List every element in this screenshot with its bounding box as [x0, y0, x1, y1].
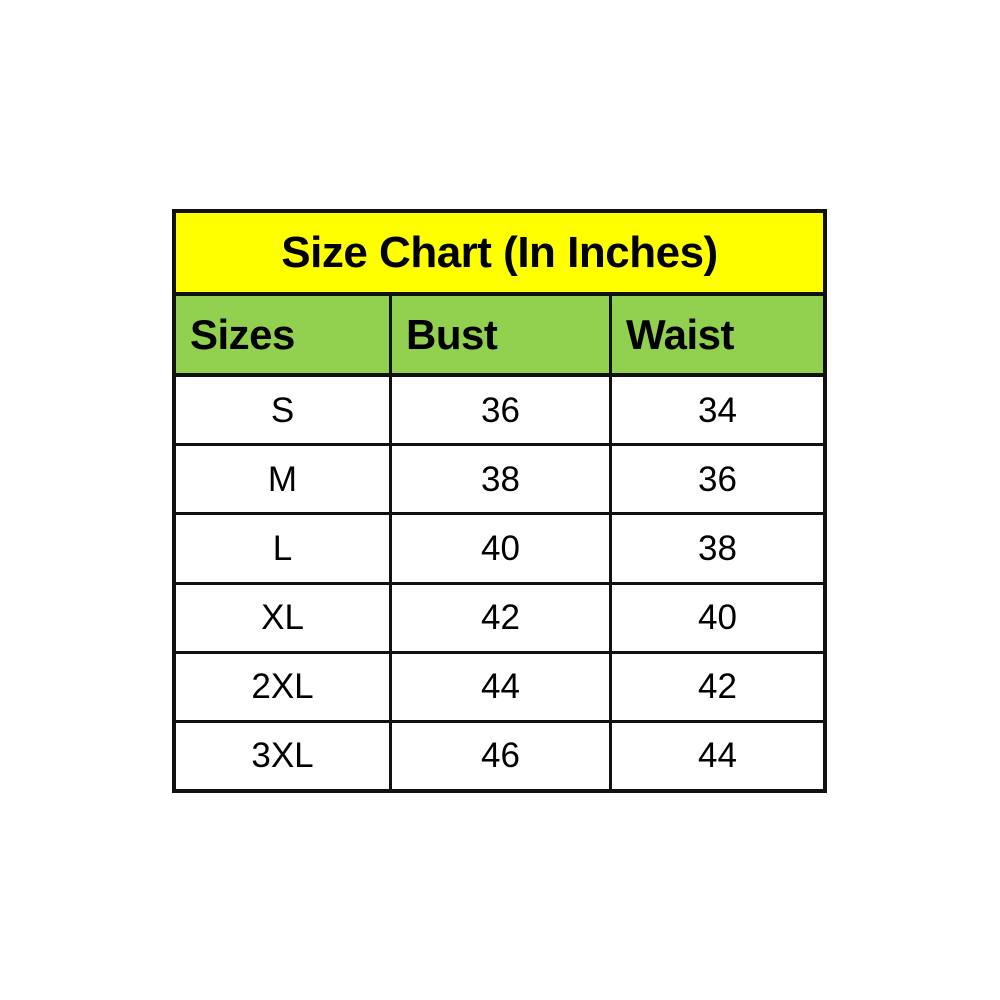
column-header-sizes: Sizes — [176, 296, 392, 373]
cell-waist: 36 — [612, 446, 823, 513]
cell-waist: 44 — [612, 722, 823, 790]
cell-size: M — [176, 446, 392, 513]
size-chart-table: Size Chart (In Inches) Sizes Bust Waist … — [172, 209, 827, 793]
cell-waist: 42 — [612, 653, 823, 720]
cell-bust: 40 — [392, 515, 612, 582]
table-title-band: Size Chart (In Inches) — [176, 213, 823, 296]
column-header-sizes-label: Sizes — [190, 310, 295, 358]
cell-size-value: 3XL — [251, 736, 314, 776]
cell-bust: 36 — [392, 377, 612, 444]
cell-waist: 34 — [612, 377, 823, 444]
table-body: S 36 34 M 38 36 — [176, 377, 823, 790]
cell-bust-value: 38 — [481, 459, 520, 499]
cell-bust: 44 — [392, 653, 612, 720]
cell-size-value: 2XL — [251, 667, 314, 707]
cell-waist-value: 42 — [698, 667, 737, 707]
table-header-row: Sizes Bust Waist — [176, 296, 823, 377]
cell-waist-value: 44 — [698, 736, 737, 776]
table-row: M 38 36 — [176, 446, 823, 516]
cell-size: 3XL — [176, 722, 392, 790]
cell-size-value: M — [267, 459, 298, 499]
cell-waist-value: 38 — [698, 528, 737, 568]
cell-waist-value: 36 — [698, 459, 737, 499]
cell-size-value: L — [272, 528, 293, 568]
cell-size: 2XL — [176, 653, 392, 720]
cell-bust-value: 44 — [481, 667, 520, 707]
cell-size-value: XL — [261, 598, 304, 638]
column-header-waist-label: Waist — [626, 310, 734, 358]
cell-waist-value: 34 — [698, 390, 737, 430]
cell-bust-value: 46 — [481, 736, 520, 776]
cell-waist-value: 40 — [698, 598, 737, 638]
cell-bust-value: 36 — [481, 390, 520, 430]
cell-bust: 38 — [392, 446, 612, 513]
column-header-waist: Waist — [612, 296, 823, 373]
table-row: S 36 34 — [176, 377, 823, 447]
cell-bust-value: 40 — [481, 528, 520, 568]
cell-waist: 40 — [612, 584, 823, 651]
table-row: L 40 38 — [176, 515, 823, 585]
cell-bust: 46 — [392, 722, 612, 790]
cell-bust: 42 — [392, 584, 612, 651]
column-header-bust: Bust — [392, 296, 612, 373]
table-row: XL 42 40 — [176, 584, 823, 654]
cell-bust-value: 42 — [481, 598, 520, 638]
table-row: 3XL 46 44 — [176, 722, 823, 790]
column-header-bust-label: Bust — [406, 310, 498, 358]
cell-size: L — [176, 515, 392, 582]
cell-waist: 38 — [612, 515, 823, 582]
cell-size: XL — [176, 584, 392, 651]
cell-size: S — [176, 377, 392, 444]
table-row: 2XL 44 42 — [176, 653, 823, 723]
cell-size-value: S — [270, 390, 295, 430]
page-title: Size Chart (In Inches) — [281, 227, 718, 277]
